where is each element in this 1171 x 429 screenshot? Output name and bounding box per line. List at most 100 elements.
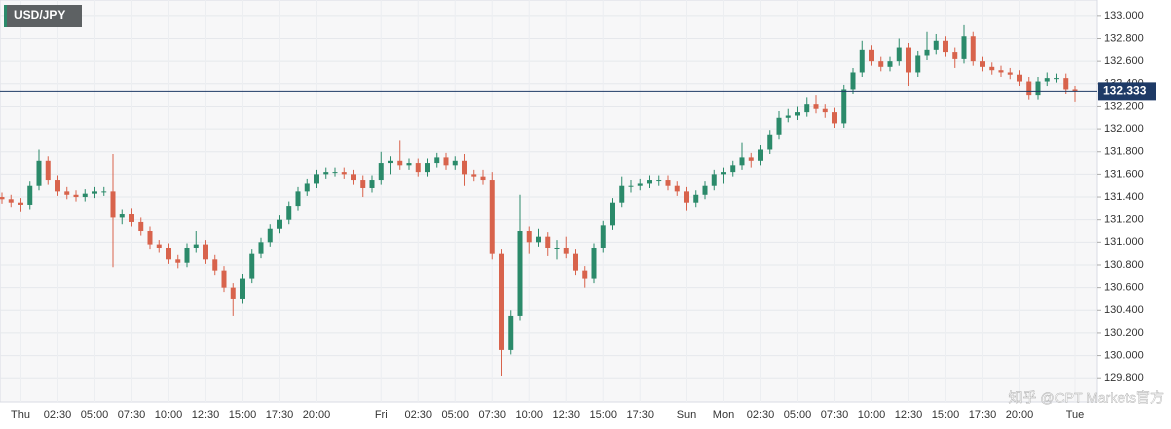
candle-body — [1017, 74, 1022, 82]
candle-body — [378, 163, 384, 181]
x-tick-label: 05:00 — [441, 409, 469, 421]
candle-body — [563, 247, 569, 254]
candle-body — [1035, 81, 1041, 96]
candle-body — [212, 259, 218, 271]
candle-body — [258, 242, 264, 254]
candle-body — [859, 49, 865, 73]
x-tick-label: 10:00 — [515, 409, 543, 421]
candle-body — [332, 172, 338, 174]
candle-body — [0, 197, 5, 200]
y-tick-label: 132.000 — [1104, 123, 1144, 135]
candle-body — [711, 174, 717, 186]
candle-body — [748, 157, 754, 161]
x-tick-label: 10:00 — [858, 409, 886, 421]
x-tick-label: 12:30 — [552, 409, 580, 421]
candle-body — [1007, 72, 1013, 75]
symbol-title: USD/JPY — [14, 8, 65, 22]
candle-body — [452, 160, 458, 166]
candle-body — [286, 206, 292, 220]
candle-body — [933, 40, 939, 50]
x-tick-label: Sun — [677, 409, 697, 421]
candle-body — [119, 214, 125, 218]
candle-body — [906, 47, 911, 73]
candle-body — [147, 231, 153, 245]
y-tick-label: 131.600 — [1104, 168, 1144, 180]
candle-body — [822, 108, 828, 113]
candle-body — [526, 231, 532, 243]
y-tick-label: 132.800 — [1104, 32, 1144, 44]
y-tick-label: 132.600 — [1104, 55, 1144, 67]
candle-body — [175, 259, 181, 263]
candle-body — [619, 185, 625, 203]
x-tick-label: 12:30 — [895, 409, 923, 421]
candle-body — [989, 66, 995, 71]
candles — [0, 24, 1078, 376]
x-tick-label: 02:30 — [44, 409, 72, 421]
candle-body — [573, 253, 578, 271]
candle-body — [8, 199, 14, 203]
candle-body — [721, 172, 726, 175]
candle-body — [674, 185, 680, 192]
x-tick-label: 07:30 — [821, 409, 849, 421]
candle-body — [36, 160, 42, 186]
candle-body — [637, 183, 643, 186]
x-tick-label: Fri — [375, 409, 388, 421]
candle-body — [915, 55, 921, 73]
candle-body — [730, 165, 736, 173]
candle-body — [304, 183, 310, 192]
candle-body — [184, 247, 190, 263]
candle-body — [795, 112, 800, 116]
y-tick-label: 131.400 — [1104, 191, 1144, 203]
candle-body — [415, 163, 421, 173]
candle-body — [767, 134, 773, 150]
candle-body — [434, 157, 440, 164]
x-tick-label: 05:00 — [81, 409, 109, 421]
candle-body — [129, 214, 134, 222]
candle-body — [351, 174, 356, 181]
candle-body — [406, 163, 412, 166]
candle-body — [952, 52, 958, 59]
candle-body — [813, 104, 819, 109]
candle-body — [323, 172, 329, 175]
x-tick-label: 20:00 — [1006, 409, 1034, 421]
candle-body — [203, 244, 208, 260]
candle-body — [101, 191, 107, 193]
candle-body — [758, 149, 763, 161]
candle-body — [591, 247, 597, 279]
candle-body — [739, 157, 745, 166]
candle-body — [388, 160, 393, 164]
symbol-badge-accent — [4, 5, 7, 27]
y-tick-label: 130.600 — [1104, 282, 1144, 294]
candle-body — [702, 185, 708, 195]
x-tick-label: 10:00 — [155, 409, 183, 421]
candle-body — [480, 176, 486, 181]
candle-body — [18, 202, 23, 205]
candle-body — [55, 180, 60, 192]
candle-body — [804, 104, 810, 113]
x-tick-label: 07:30 — [478, 409, 506, 421]
candle-body — [1026, 81, 1032, 96]
candle-body — [92, 191, 97, 194]
candle-body — [471, 174, 477, 177]
x-tick-label: Tue — [1066, 409, 1085, 421]
candle-body — [1063, 78, 1069, 90]
candle-body — [73, 194, 79, 198]
x-tick-label: 20:00 — [303, 409, 331, 421]
candle-body — [156, 244, 162, 248]
candle-body — [832, 112, 837, 124]
candle-body — [684, 191, 689, 203]
candle-body — [878, 61, 884, 67]
candle-body — [1054, 78, 1059, 80]
last-price-label: 132.333 — [1103, 84, 1147, 98]
candle-body — [462, 160, 467, 175]
y-tick-label: 132.200 — [1104, 100, 1144, 112]
y-tick-label: 133.000 — [1104, 10, 1144, 22]
candle-body — [656, 180, 662, 182]
candle-body — [600, 225, 606, 248]
y-tick-label: 131.200 — [1104, 214, 1144, 226]
candle-body — [536, 236, 541, 243]
candle-body — [397, 160, 403, 166]
y-tick-label: 130.000 — [1104, 349, 1144, 361]
candle-body — [924, 49, 930, 56]
